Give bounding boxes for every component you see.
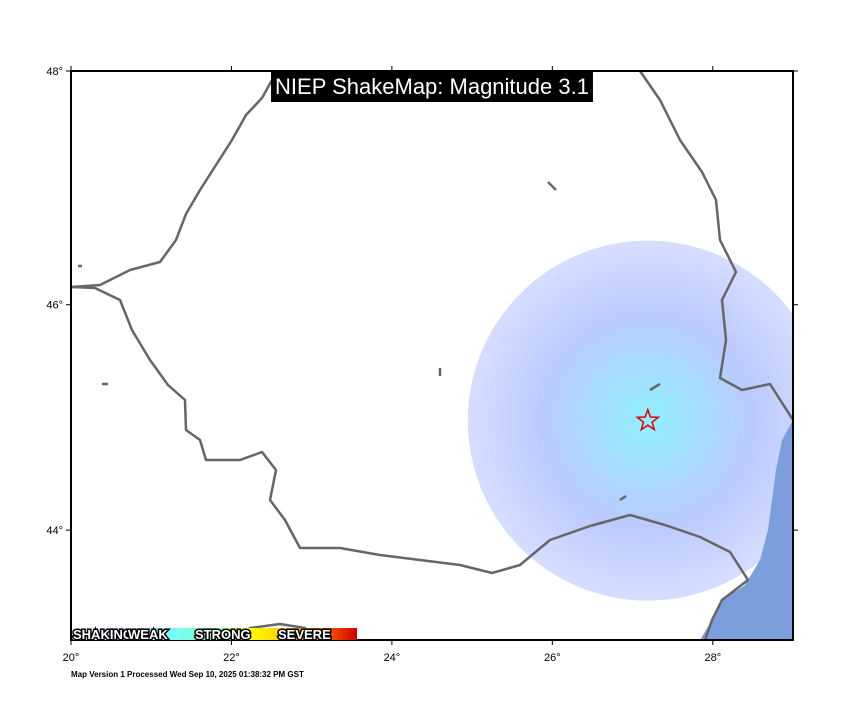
lon-tick-label: 26° xyxy=(544,652,561,664)
map-area xyxy=(71,71,793,640)
lon-tick-label: 20° xyxy=(63,652,80,664)
title-bg xyxy=(271,72,593,102)
lakes xyxy=(78,181,661,502)
lat-tick-label: 46° xyxy=(46,300,63,312)
border xyxy=(638,71,793,421)
border xyxy=(71,71,281,289)
lat-tick-label: 48° xyxy=(46,66,63,78)
lat-tick-label: 44° xyxy=(46,525,63,537)
footer: Map Version 1 Processed Wed Sep 10, 2025… xyxy=(71,670,304,679)
legend-label: SHAKING xyxy=(73,627,133,642)
legend-label: STRONG xyxy=(195,627,251,642)
title: NIEP ShakeMap: Magnitude 3.1 xyxy=(275,74,589,99)
lon-tick-label: 24° xyxy=(384,652,401,664)
legend-label: WEAK xyxy=(128,627,168,642)
map-frame xyxy=(70,70,794,641)
lon-tick-label: 22° xyxy=(223,652,240,664)
epicenter xyxy=(635,407,661,432)
border xyxy=(71,285,750,640)
intensity-shading xyxy=(467,240,793,601)
black-sea xyxy=(700,420,793,640)
legend-label: SEVERE xyxy=(278,627,331,642)
lon-tick-label: 28° xyxy=(704,652,721,664)
legend-bar xyxy=(73,628,357,640)
